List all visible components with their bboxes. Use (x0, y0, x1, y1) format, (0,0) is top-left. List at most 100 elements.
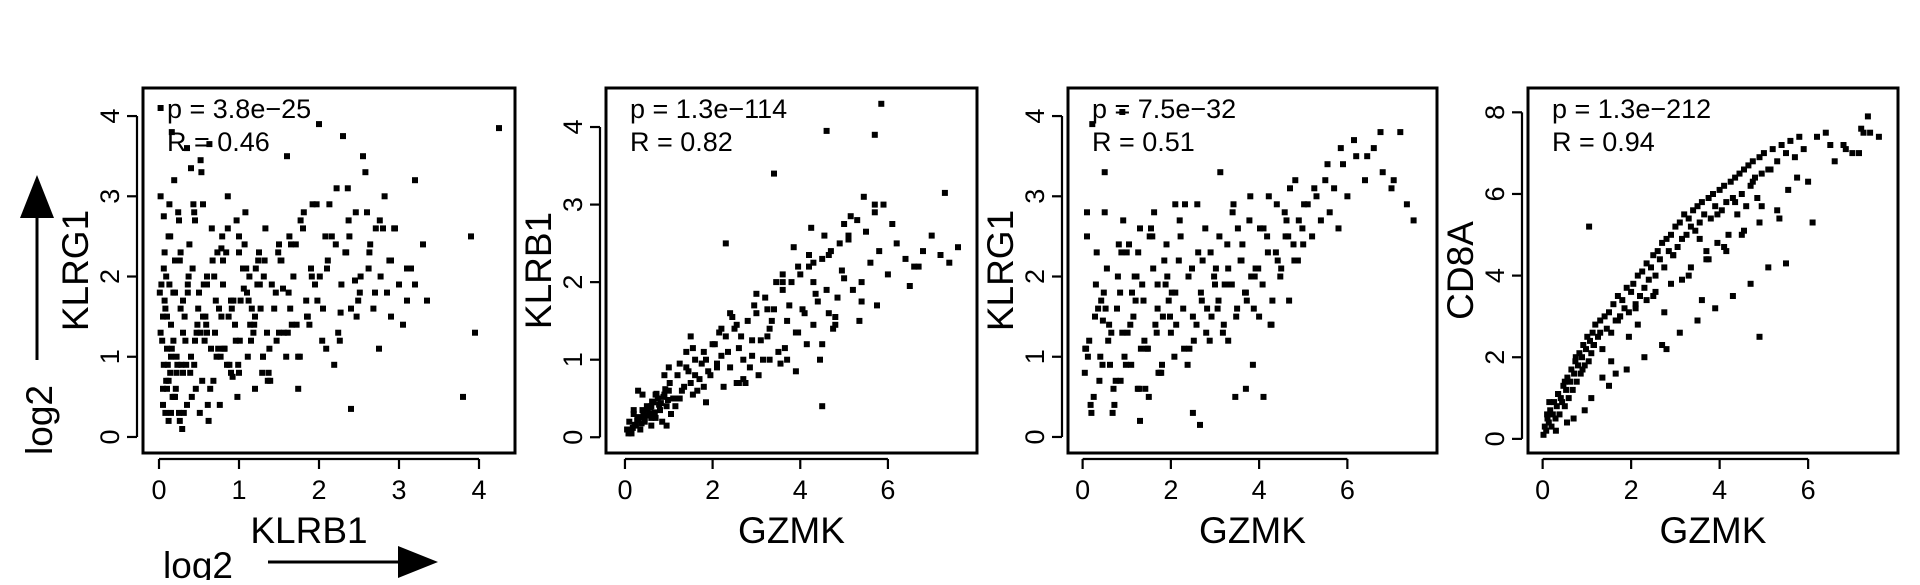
data-point (170, 289, 177, 296)
data-point (1119, 109, 1126, 115)
data-point (285, 289, 292, 296)
data-point (1390, 177, 1397, 184)
data-point (1710, 191, 1716, 197)
data-point (1721, 182, 1728, 189)
data-point (651, 409, 658, 416)
data-point (160, 265, 167, 272)
data-point (164, 361, 171, 368)
data-point (1590, 342, 1597, 348)
data-point (236, 369, 242, 376)
data-point (472, 329, 478, 336)
data-point (1128, 361, 1135, 368)
data-point (1082, 345, 1089, 352)
data-point (1251, 273, 1258, 280)
data-point (1146, 233, 1153, 240)
data-point (720, 383, 727, 390)
data-point (333, 185, 340, 192)
data-point (1135, 249, 1142, 256)
data-point (779, 286, 786, 293)
data-point (176, 409, 182, 416)
data-point (1685, 215, 1692, 222)
data-point (810, 279, 817, 286)
data-point (753, 310, 760, 317)
data-point (1875, 133, 1882, 140)
data-point (276, 241, 282, 248)
data-point (1126, 241, 1132, 248)
data-point (806, 263, 812, 270)
data-point (1186, 345, 1193, 352)
data-point (810, 259, 817, 266)
data-point (184, 281, 191, 288)
data-point (167, 369, 174, 376)
data-point (296, 353, 303, 360)
data-point (1234, 225, 1241, 232)
data-point (240, 285, 247, 292)
data-point (337, 309, 344, 316)
data-point (1190, 337, 1197, 344)
data-point (753, 290, 760, 297)
data-point (366, 249, 373, 256)
data-point (1257, 225, 1263, 232)
data-point (1692, 227, 1699, 234)
data-point (685, 368, 692, 375)
data-point (202, 313, 209, 320)
y-axis-label: KLRG1 (55, 210, 96, 331)
data-point (640, 411, 647, 417)
data-point (1641, 354, 1648, 361)
data-point (313, 201, 320, 208)
data-point (360, 153, 366, 160)
data-point (874, 302, 880, 309)
data-point (168, 409, 174, 416)
data-point (1676, 219, 1683, 226)
data-point (326, 201, 333, 208)
data-point (392, 225, 398, 232)
data-point (1586, 223, 1593, 230)
data-point (1756, 219, 1763, 226)
x-caption-group: log2 (163, 545, 438, 585)
data-point (1665, 248, 1672, 255)
data-point (224, 193, 231, 200)
data-point (716, 329, 723, 336)
data-point (1219, 329, 1226, 336)
data-point (1277, 273, 1284, 280)
data-point (1109, 409, 1116, 416)
data-point (223, 249, 230, 256)
data-points (1081, 109, 1417, 428)
data-point (157, 193, 164, 200)
data-point (665, 387, 672, 394)
data-point (338, 281, 345, 288)
data-point (372, 289, 378, 296)
data-point (1595, 333, 1601, 340)
x-tick-label: 0 (1535, 475, 1550, 505)
data-point (714, 364, 720, 371)
data-point (218, 245, 225, 252)
data-point (204, 329, 210, 336)
data-point (1161, 257, 1168, 264)
data-point (308, 273, 315, 280)
data-point (663, 403, 670, 410)
p-value-label: p = 7.5e−32 (1092, 94, 1236, 124)
data-point (670, 395, 677, 402)
data-point (168, 345, 175, 352)
data-point (1619, 297, 1626, 304)
data-point (161, 297, 168, 304)
data-point (1092, 313, 1098, 320)
data-point (380, 225, 386, 232)
data-point (639, 391, 646, 398)
data-point (284, 329, 291, 336)
data-point (190, 201, 197, 208)
y-caption: log2 (19, 385, 60, 455)
data-point (1563, 386, 1570, 393)
data-point (160, 401, 166, 408)
data-point (718, 325, 725, 332)
data-point (163, 377, 170, 384)
data-point (1741, 166, 1747, 173)
data-point (213, 353, 220, 360)
data-point (208, 225, 215, 232)
data-point (332, 241, 339, 248)
data-point (847, 213, 854, 220)
data-point (164, 313, 170, 320)
data-point (733, 321, 740, 328)
data-point (1139, 281, 1146, 288)
data-point (1729, 195, 1736, 201)
